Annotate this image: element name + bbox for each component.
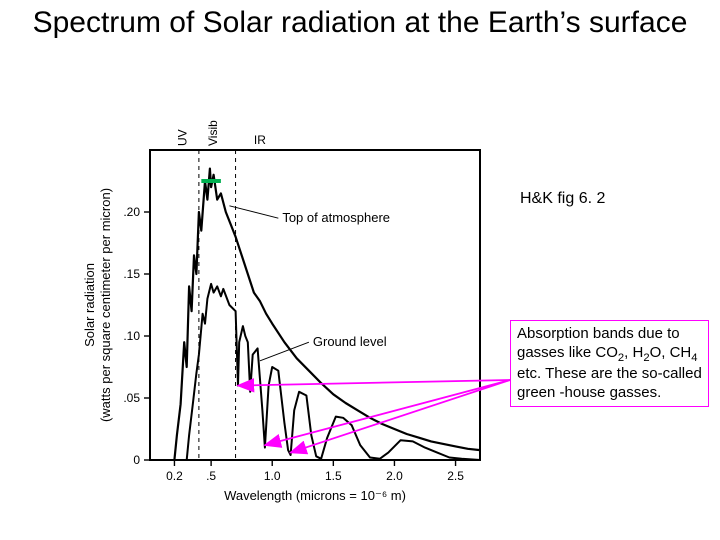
svg-text:0.2: 0.2 [166,469,183,483]
svg-text:Visible: Visible [206,120,220,146]
slide-title: Spectrum of Solar radiation at the Earth… [0,6,720,41]
svg-text:1.0: 1.0 [264,469,281,483]
svg-text:.15: .15 [123,267,140,281]
svg-text:.5: .5 [206,469,216,483]
svg-text:1.5: 1.5 [325,469,342,483]
slide: { "title": "Spectrum of Solar radiation … [0,0,720,540]
svg-text:(watts per square centimeter p: (watts per square centimeter per micron) [98,188,113,422]
svg-text:.20: .20 [123,205,140,219]
svg-text:2.5: 2.5 [447,469,464,483]
svg-text:IR: IR [254,133,266,147]
svg-text:Top of atmosphere: Top of atmosphere [282,210,390,225]
svg-text:.10: .10 [123,329,140,343]
svg-text:2.0: 2.0 [386,469,403,483]
figure-reference: H&K fig 6. 2 [520,190,605,208]
svg-text:UV: UV [176,129,190,146]
svg-text:.05: .05 [123,391,140,405]
svg-text:Solar radiation: Solar radiation [82,263,97,347]
absorption-callout: Absorption bands due to gasses like CO2,… [510,320,709,407]
spectrum-chart: 0.2 .5 1.0 1.5 2.0 2.5 0 .05 .10 .15 .20 UV Visible I… [80,120,520,520]
chart-svg: 0.2 .5 1.0 1.5 2.0 2.5 0 .05 .10 .15 .20 UV Visible I… [80,120,520,520]
svg-text:Ground level: Ground level [313,334,387,349]
svg-text:0: 0 [133,453,140,467]
svg-text:Wavelength (microns = 10⁻⁶ m): Wavelength (microns = 10⁻⁶ m) [224,488,406,503]
